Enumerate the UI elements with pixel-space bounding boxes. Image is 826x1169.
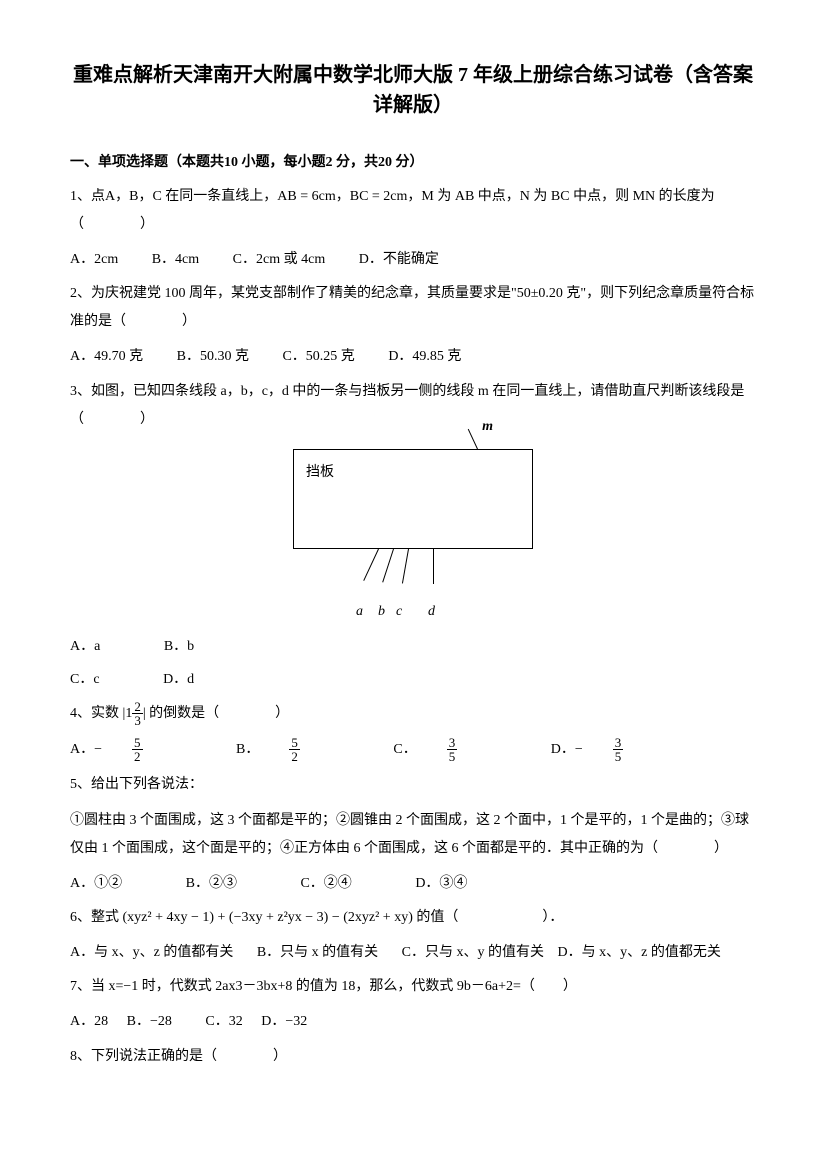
question-4-options: A．−52 B．52 C．35 D．−35 (70, 736, 756, 763)
page-title: 重难点解析天津南开大附属中数学北师大版 7 年级上册综合练习试卷（含答案详解版） (70, 60, 756, 120)
diagram-bottom-labels: a b c d (293, 599, 533, 619)
question-5-body: ①圆柱由 3 个面围成，这 3 个面都是平的；②圆锥由 2 个面围成，这 2 个… (70, 807, 756, 863)
q7-opt-c: C．32 (205, 1009, 242, 1034)
q4-mixed-int: 1 (125, 706, 132, 721)
diagram-label-a: a (356, 599, 363, 624)
q6-opt-b: B．只与 x 的值有关 (257, 940, 378, 965)
q6-opt-d: D．与 x、y、z 的值都无关 (558, 940, 721, 965)
q1-opt-a: A．2cm (70, 247, 118, 272)
question-3-diagram: m 挡板 a b c d (70, 449, 756, 619)
diagram-label-d: d (428, 599, 435, 624)
q6-opt-c: C．只与 x、y 的值有关 (402, 940, 544, 965)
q7-opt-d: D．−32 (261, 1009, 307, 1034)
section-heading: 一、单项选择题（本题共10 小题，每小题2 分，共20 分） (70, 150, 756, 175)
question-6: 6、整式 (xyz² + 4xy − 1) + (−3xy + z²yx − 3… (70, 904, 756, 932)
q2-opt-d: D．49.85 克 (388, 344, 461, 369)
question-1: 1、点A，B，C 在同一条直线上，AB = 6cm，BC = 2cm，M 为 A… (70, 183, 756, 239)
q6-opt-a: A．与 x、y、z 的值都有关 (70, 940, 233, 965)
question-2: 2、为庆祝建党 100 周年，某党支部制作了精美的纪念章，其质量要求是"50±0… (70, 280, 756, 336)
q2-opt-b: B．50.30 克 (177, 344, 249, 369)
q1-opt-b: B．4cm (152, 247, 199, 272)
diagram-label-c: c (396, 599, 402, 624)
q5-opt-a: A．①② (70, 871, 122, 896)
question-3-options-cd: C．c D．d (70, 667, 756, 692)
q1-opt-c: C．2cm 或 4cm (233, 247, 326, 272)
q4-opt-c: C．35 (393, 736, 517, 763)
question-1-options: A．2cm B．4cm C．2cm 或 4cm D．不能确定 (70, 247, 756, 272)
question-2-options: A．49.70 克 B．50.30 克 C．50.25 克 D．49.85 克 (70, 344, 756, 369)
q7-opt-b: B．−28 (127, 1009, 172, 1034)
q2-opt-a: A．49.70 克 (70, 344, 143, 369)
question-7-options: A．28 B．−28 C．32 D．−32 (70, 1009, 756, 1034)
q4-opt-b: B．52 (236, 736, 360, 763)
question-4: 4、实数 |123| 的倒数是（ ） (70, 700, 756, 728)
q3-opt-b: B．b (164, 634, 224, 659)
q2-opt-c: C．50.25 克 (282, 344, 354, 369)
q4-mixed-frac: 23 (132, 700, 143, 727)
question-5-options: A．①② B．②③ C．②④ D．③④ (70, 871, 756, 896)
question-8: 8、下列说法正确的是（ ） (70, 1043, 756, 1071)
q4-prefix: 4、实数 | (70, 706, 125, 721)
question-5-intro: 5、给出下列各说法： (70, 771, 756, 799)
q4-opt-a: A．−52 (70, 736, 203, 763)
q3-opt-d: D．d (163, 667, 224, 692)
q3-opt-c: C．c (70, 667, 130, 692)
q5-opt-c: C．②④ (300, 871, 351, 896)
question-3-options-ab: A．a B．b (70, 634, 756, 659)
diagram-rect: 挡板 (293, 449, 533, 549)
q4-opt-d: D．−35 (551, 736, 684, 763)
q1-opt-d: D．不能确定 (359, 247, 439, 272)
q5-opt-d: D．③④ (415, 871, 467, 896)
q4-suffix: | 的倒数是（ ） (143, 706, 289, 721)
q7-opt-a: A．28 (70, 1009, 108, 1034)
diagram-bottom-lines (293, 549, 533, 599)
question-6-options: A．与 x、y、z 的值都有关 B．只与 x 的值有关 C．只与 x、y 的值有… (70, 940, 756, 965)
q3-opt-a: A．a (70, 634, 130, 659)
diagram-m-label: m (482, 414, 493, 439)
diagram-box-label: 挡板 (306, 465, 334, 480)
question-7: 7、当 x=−1 时，代数式 2ax3－3bx+8 的值为 18，那么，代数式 … (70, 973, 756, 1001)
question-3: 3、如图，已知四条线段 a，b，c，d 中的一条与挡板另一侧的线段 m 在同一直… (70, 378, 756, 434)
q5-opt-b: B．②③ (186, 871, 237, 896)
diagram-label-b: b (378, 599, 385, 624)
